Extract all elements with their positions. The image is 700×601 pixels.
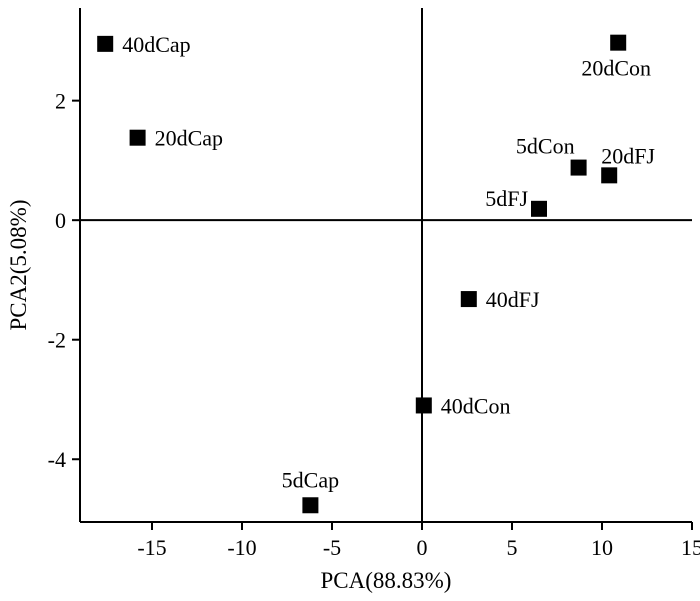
data-point-label: 5dCon (516, 134, 575, 159)
x-axis-title: PCA(88.83%) (321, 568, 452, 593)
x-tick-label: -15 (137, 535, 166, 560)
data-point-marker (460, 291, 477, 308)
data-point-marker (415, 397, 432, 414)
data-point-marker (601, 167, 618, 184)
x-tick-label: 10 (591, 535, 613, 560)
data-point-label: 5dCap (282, 467, 339, 492)
y-tick-label: -4 (48, 447, 66, 472)
data-point-label: 40dFJ (486, 287, 540, 312)
data-points (97, 34, 627, 514)
x-axis-ticks: -15 -10 -5 0 5 10 15 (137, 522, 700, 560)
x-tick-label: -5 (323, 535, 341, 560)
y-axis-ticks: -4 -2 0 2 (48, 89, 80, 472)
reference-lines (80, 8, 692, 522)
data-point-marker (302, 497, 319, 514)
x-tick-label: 15 (681, 535, 700, 560)
data-point-marker (97, 35, 114, 52)
data-point-marker (570, 159, 587, 176)
data-point-label: 5dFJ (485, 186, 528, 211)
y-tick-label: 2 (55, 89, 66, 114)
y-tick-label: -2 (48, 328, 66, 353)
data-point-marker (610, 34, 627, 51)
point-labels: 40dCap 20dCap 20dCon 5dCon 20dFJ 5dFJ 40dFJ 40d… (122, 32, 655, 492)
data-point-label: 20dCap (155, 126, 223, 151)
y-axis-title: PCA2(5.08%) (6, 200, 31, 331)
plot-frame (79, 8, 692, 523)
data-point-label: 20dCon (581, 56, 651, 81)
x-tick-label: -10 (227, 535, 256, 560)
x-tick-label: 5 (507, 535, 518, 560)
y-tick-label: 0 (55, 208, 66, 233)
x-tick-label: 0 (417, 535, 428, 560)
data-point-marker (129, 129, 146, 146)
data-point-label: 20dFJ (601, 143, 655, 168)
data-point-label: 40dCap (122, 32, 190, 57)
data-point-marker (531, 200, 547, 217)
data-point-label: 40dCon (441, 393, 511, 418)
